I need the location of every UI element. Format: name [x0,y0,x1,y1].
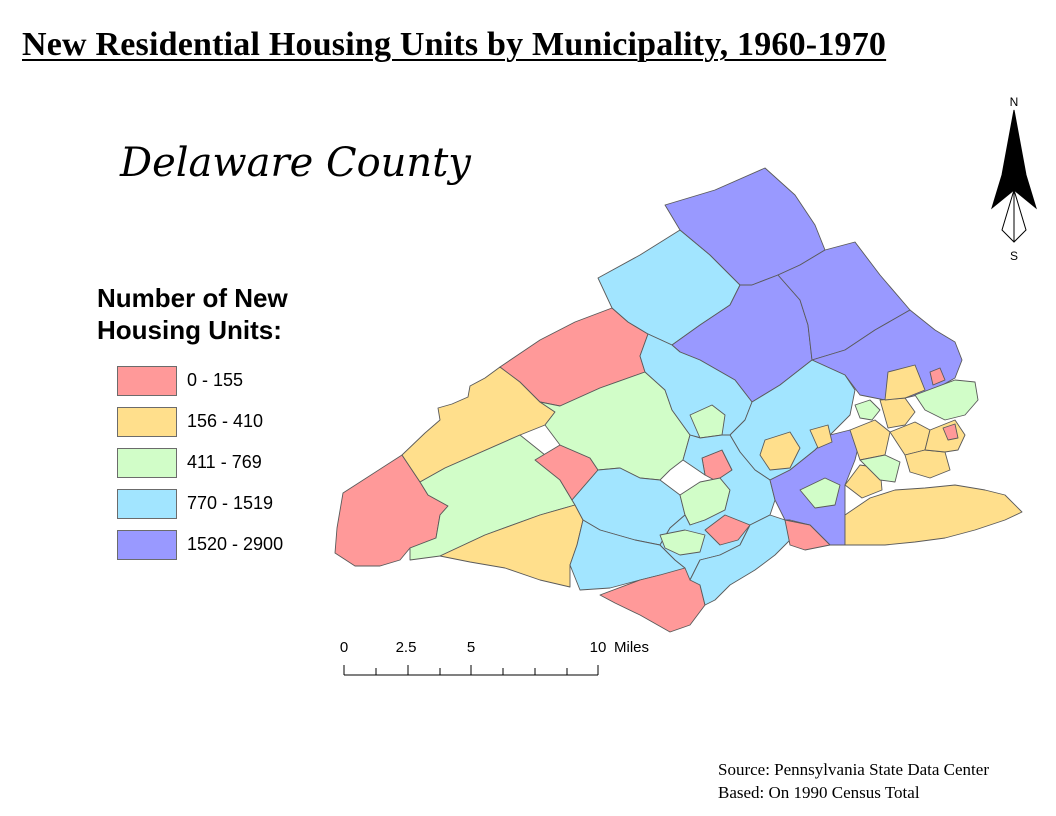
north-arrow: N S [991,95,1037,263]
municipality-shape [942,423,959,441]
legend-label: 411 - 769 [187,452,262,472]
municipality-shape [659,529,706,556]
legend-swatch [117,489,177,519]
map-title: New Residential Housing Units by Municip… [22,26,887,63]
municipality-shape [689,404,726,439]
municipality-shape [879,397,916,429]
municipality-shape [811,309,963,401]
municipality-shape [904,449,951,479]
legend-label: 156 - 410 [187,411,264,431]
county-map [334,167,1023,633]
legend-label: 770 - 1519 [187,493,274,513]
municipality-shape [924,419,966,453]
municipality-shape [929,367,946,386]
municipality-shape [844,484,1023,546]
basis-line: Based: On 1990 Census Total [718,783,920,802]
municipality-shape [539,371,691,481]
legend-swatch [117,448,177,478]
legend-label: 0 - 155 [187,370,244,390]
legend-swatch [117,366,177,396]
scale-tick-label: 10 [590,639,607,656]
south-label: S [1010,249,1018,263]
scale-tick-label: 5 [467,639,475,656]
source-line: Source: Pennsylvania State Data Center [718,760,989,779]
municipality-shape [799,477,841,509]
municipality-shape [809,424,833,449]
county-name: Delaware County [120,140,471,186]
municipality-shape [914,379,979,421]
municipality-shape [704,514,751,546]
scale-tick-label: 2.5 [396,639,417,656]
scale-bar: 0 2.5 5 10 Miles [340,639,649,676]
municipality-shape [884,364,926,401]
legend-swatch [117,530,177,560]
municipality-shape [859,454,901,483]
scale-unit-label: Miles [614,639,649,656]
municipality-shape [759,431,801,471]
legend-swatch [117,407,177,437]
municipality-shape [854,399,881,421]
municipality-shape [784,519,831,551]
source-note: Source: Pennsylvania State Data Center B… [718,758,989,804]
legend-label: 1520 - 2900 [187,534,284,554]
north-label: N [1010,95,1019,109]
scale-tick-label: 0 [340,639,348,656]
legend-title: Number of New Housing Units: [97,283,288,345]
